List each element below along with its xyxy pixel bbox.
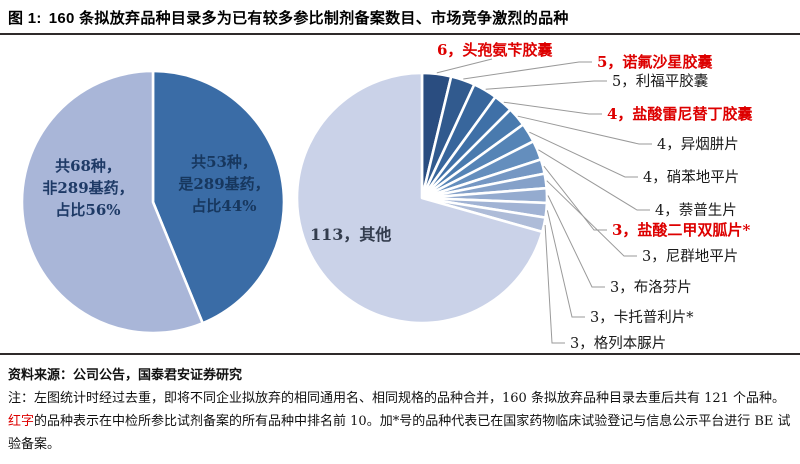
leader-line (436, 58, 493, 74)
pie-inner-label: 非289基药， (42, 179, 133, 197)
leader-line (543, 165, 607, 231)
leader-line (529, 131, 638, 178)
pie-outside-label: 3，卡托普利片* (590, 309, 694, 326)
figure-header: 图 1: 160 条拟放弃品种目录多为已有较多参比制剂备案数目、市场竞争激烈的品种 (0, 0, 800, 35)
pie-outside-label: 5，利福平胶囊 (612, 73, 708, 90)
leader-line (547, 195, 605, 288)
leader-line (546, 210, 585, 318)
pie-charts-canvas: 共53种， 是289基药， 占比44% 共68种， 非289基药， 占比56% 6，头孢氨苄… (20, 41, 753, 352)
pie-slice (295, 71, 544, 325)
figure-title: 图 1: 160 条拟放弃品种目录多为已有较多参比制剂备案数目、市场竞争激烈的品种 (8, 7, 790, 28)
leader-line (538, 149, 650, 211)
pie-outside-label: 4，异烟肼片 (657, 136, 739, 153)
note-text: 注：左图统计时经过去重，即将不同企业拟放弃的相同通用名、相同规格的品种合并，16… (8, 387, 794, 456)
pie-outside-label: 3，格列本脲片 (570, 335, 666, 352)
figure-number: 图 1: (8, 10, 42, 27)
pie-inner-label: 占比56% (55, 201, 120, 219)
pie-outside-label: 4，盐酸雷尼替丁胶囊 (607, 105, 753, 123)
pie-inner-label: 是289基药， (177, 175, 269, 193)
pie-slice (151, 69, 286, 325)
pie-inner-label: 113，其他 (310, 225, 391, 244)
pie-outside-label: 3，盐酸二甲双胍片* (612, 221, 750, 239)
pie-slice (20, 69, 204, 335)
pie-outside-label: 3，布洛芬片 (610, 279, 692, 296)
pie-outside-label: 4，萘普生片 (655, 202, 737, 219)
note-red-word: 红字 (8, 414, 35, 430)
pie-inner-label: 共53种， (191, 153, 257, 171)
leader-line (485, 80, 607, 90)
figure-title-text: 160 条拟放弃品种目录多为已有较多参比制剂备案数目、市场竞争激烈的品种 (48, 10, 569, 27)
pie-inner-label: 共68种， (55, 157, 121, 175)
leader-line (544, 224, 565, 344)
leader-line (517, 115, 652, 145)
leader-line (546, 180, 637, 257)
note-pre: 注：左图统计时经过去重，即将不同企业拟放弃的相同通用名、相同规格的品种合并，16… (8, 391, 786, 406)
pie-outside-label: 3，尼群地平片 (642, 248, 738, 265)
pie-outside-label: 4，硝苯地平片 (643, 169, 739, 186)
pie-outside-label: 5，诺氟沙星胶囊 (597, 53, 713, 71)
figure-footer: 资料来源：公司公告，国泰君安证券研究 注：左图统计时经过去重，即将不同企业拟放弃… (0, 353, 800, 456)
pie-inner-label: 占比44% (191, 197, 256, 215)
leader-line (463, 61, 592, 80)
pie-outside-label: 6，头孢氨苄胶囊 (437, 41, 553, 59)
source-line: 资料来源：公司公告，国泰君安证券研究 (8, 368, 243, 383)
leader-line (503, 101, 602, 115)
note-post: 的品种表示在中检所参比试剂备案的所有品种中排名前 10。加*号的品种代表已在国家… (8, 414, 791, 453)
